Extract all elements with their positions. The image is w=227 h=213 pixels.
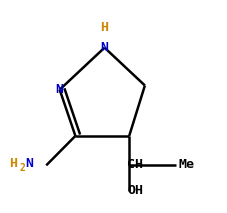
Text: Me: Me bbox=[178, 158, 195, 171]
Text: H: H bbox=[9, 157, 17, 170]
Text: N: N bbox=[56, 83, 64, 96]
Text: N: N bbox=[26, 157, 34, 170]
Text: N: N bbox=[101, 41, 109, 54]
Text: OH: OH bbox=[127, 184, 143, 197]
Text: CH: CH bbox=[127, 158, 143, 171]
Text: 2: 2 bbox=[20, 163, 26, 173]
Text: H: H bbox=[101, 21, 109, 34]
